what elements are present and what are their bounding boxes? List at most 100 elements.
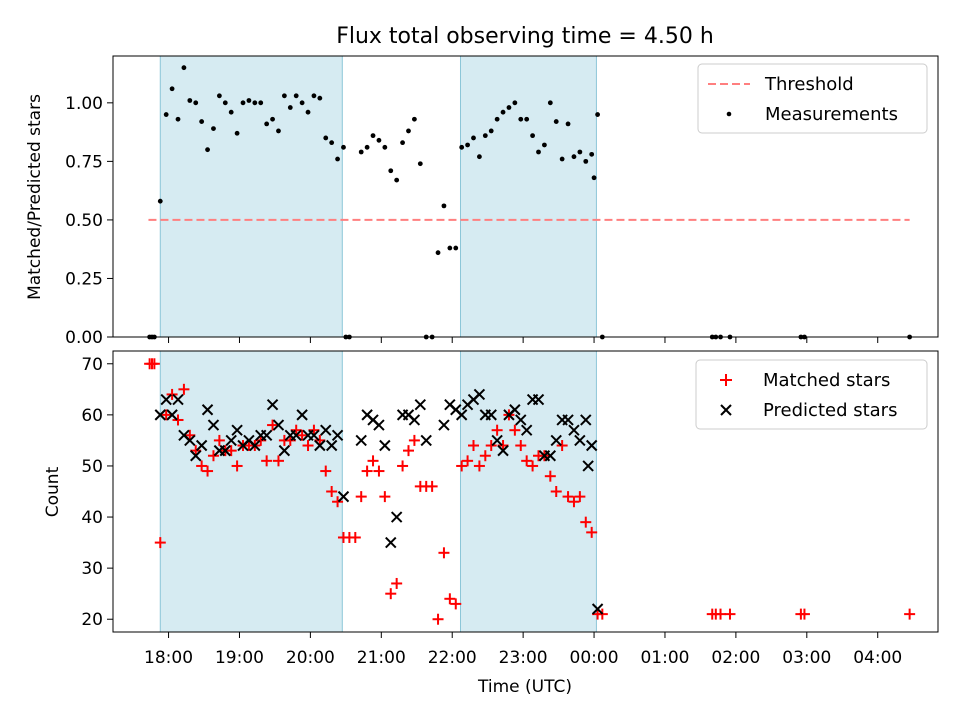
measurement-point [276,128,281,134]
measurement-point [341,144,346,150]
matched-star-point [255,434,267,446]
x-tick-label: 02:00 [711,648,760,668]
measurement-point [488,128,494,134]
legend-threshold-label: Threshold [764,74,854,95]
measurement-point [258,100,264,106]
predicted-star-point [195,439,208,452]
matched-star-point [184,429,196,441]
predicted-star-point [455,409,468,421]
measurement-point [311,93,317,99]
measurement-point [205,147,210,153]
measurement-point [199,119,205,124]
predicted-star-point [278,444,291,457]
matched-star-point [296,429,308,441]
matched-star-point [397,460,409,472]
measurement-point [175,116,181,122]
measurement-point [169,86,175,92]
predicted-star-point [420,434,432,447]
matched-star-point [432,613,444,625]
predicted-star-point [562,414,574,426]
matched-star-point [154,537,166,549]
predicted-star-point [320,424,332,436]
measurement-point [193,100,199,106]
predicted-star-point [249,439,261,452]
predicted-star-point [390,511,403,523]
top-shaded-windows [159,55,597,338]
measurement-point [335,156,340,162]
predicted-star-point [160,393,172,406]
measurement-point [411,116,417,122]
matched-star-point [367,455,379,467]
predicted-star-point [225,434,237,447]
matched-star-point [178,383,190,395]
measurement-point [536,149,541,155]
matched-star-point [349,531,361,543]
observing-window [459,55,597,338]
measurement-point [482,133,488,139]
bottom-shaded-windows [159,350,597,633]
measurement-point [163,112,169,117]
matched-star-point [261,455,273,467]
matched-star-point [408,434,420,446]
predicted-star-point [379,439,391,452]
matched-star-point [272,455,284,467]
legend-matched-label: Matched stars [763,370,890,391]
predicted-star-point [580,414,592,426]
predicted-star-point [574,434,586,447]
matched-star-point [586,526,598,538]
measurement-point [216,93,222,99]
x-tick-label: 23:00 [499,648,548,668]
matched-star-point [497,440,509,452]
predicted-star-point [184,434,196,447]
predicted-star-point [491,434,503,447]
measurement-point [157,198,163,204]
matched-star-point [225,445,237,457]
predicted-star-point [290,429,302,442]
top-legend-box [697,63,928,134]
measurement-point [270,116,275,122]
measurement-point [329,140,335,146]
predicted-star-point [414,398,427,411]
bottom-axes-frame [112,350,939,633]
matched-star-point [373,465,385,477]
top-y-axis-label: Matched/Predicted stars [25,94,45,300]
matched-star-point [544,470,556,482]
x-tick-label: 00:00 [570,648,619,668]
measurement-point [234,130,240,136]
measurement-point [228,109,234,115]
predicted-star-point [355,434,367,447]
measurement-point [577,149,583,155]
x-tick-label: 19:00 [215,648,264,668]
observing-window [459,350,597,633]
measurement-point [571,154,577,160]
measurement-point [222,100,228,106]
predicted-star-point [266,398,279,411]
predicted-star-point [207,419,220,431]
x-tick-label: 20:00 [286,648,335,668]
matched-star-point [202,465,214,477]
measurement-point [376,137,382,143]
measurement-point [565,121,571,127]
measurement-point [317,95,323,101]
predicted-star-point [272,419,285,431]
legend-measurements-swatch [726,111,732,117]
measurement-point [447,245,453,251]
measurement-point [400,140,405,146]
matched-star-point [385,588,397,600]
measurement-point [211,126,216,131]
measurement-points [147,65,913,340]
matched-star-point [314,434,326,446]
predicted-star-point [219,444,231,457]
predicted-star-point [314,439,326,452]
matched-star-point [355,491,367,503]
legend-measurements-label: Measurements [765,104,898,125]
predicted-star-point [296,409,308,421]
measurement-point [453,245,459,251]
predicted-star-point [550,434,562,447]
predicted-star-point [308,429,320,442]
x-axis-label: Time (UTC) [477,677,572,697]
y-tick-label: 40 [81,508,103,528]
matched-star-point [213,434,225,446]
bottom-legend-box [695,359,928,430]
